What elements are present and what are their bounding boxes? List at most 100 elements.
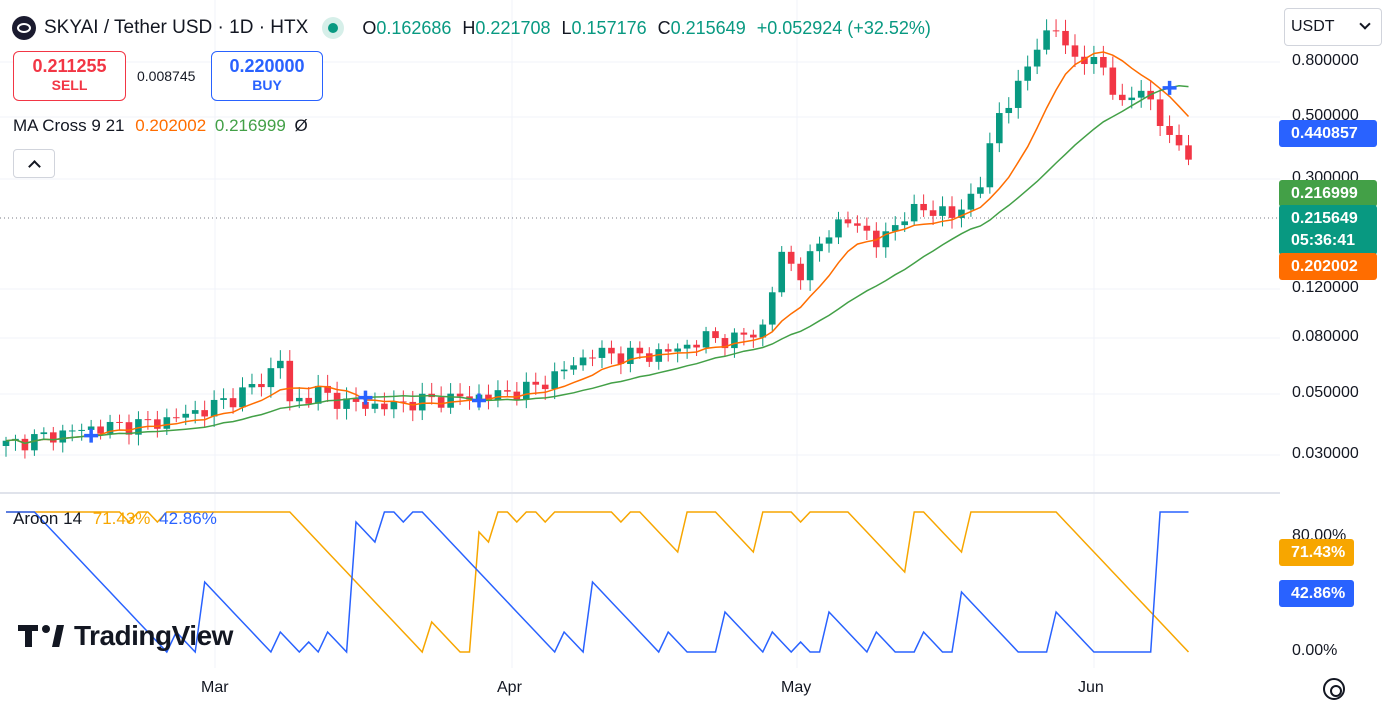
open-value: 0.162686	[376, 17, 452, 38]
settings-gear-icon[interactable]	[1323, 678, 1345, 700]
time-label-mar: Mar	[201, 679, 229, 696]
candle-body	[683, 344, 691, 349]
candle-body	[541, 384, 549, 390]
ma-cross-name: MA Cross	[13, 116, 87, 135]
candle-body	[986, 143, 994, 188]
candle-body	[958, 209, 965, 218]
time-label-jun: Jun	[1078, 679, 1104, 696]
candle-body	[2, 440, 10, 446]
sell-price: 0.211255	[32, 56, 107, 76]
candle-body	[920, 203, 927, 211]
candle-body	[1062, 30, 1069, 46]
candle-body	[239, 387, 246, 408]
currency-value: USDT	[1291, 18, 1335, 35]
ma-cross-marker-icon	[84, 428, 99, 443]
skyai-logo-icon	[12, 16, 36, 40]
ma-cross-marker-icon	[358, 390, 373, 405]
candle-body	[163, 417, 171, 429]
candle-body	[371, 403, 379, 409]
candle-body	[144, 419, 152, 421]
candle-body	[229, 398, 237, 408]
grid	[0, 0, 1280, 668]
aroon-legend[interactable]: Aroon 14 71.43% 42.86%	[13, 509, 217, 529]
candle-body	[816, 243, 823, 252]
candle-body	[1081, 56, 1088, 65]
ma-cross-marker-icon	[1162, 80, 1177, 95]
candle-body	[447, 393, 454, 408]
cross-marker-price-tag: 0.440857	[1279, 120, 1377, 147]
chart-header: SKYAI / Tether USD · 1D · HTX O0.162686 …	[12, 14, 931, 42]
candle-body	[485, 394, 492, 400]
candle-body	[267, 368, 275, 388]
candle-body	[513, 391, 521, 400]
price-tick: 0.120000	[1292, 279, 1359, 296]
candle-body	[248, 384, 256, 388]
chevron-up-icon	[27, 159, 41, 173]
candle-body	[418, 393, 426, 411]
candle-body	[1156, 99, 1164, 126]
candle-body	[381, 403, 388, 410]
candle-body	[1185, 145, 1192, 160]
close-value: 0.215649	[670, 17, 746, 38]
candle-body	[258, 384, 265, 388]
ma-fast-value: 0.202002	[135, 116, 207, 135]
candle-body	[31, 434, 38, 451]
chevron-down-icon	[1359, 18, 1371, 30]
candle-body	[116, 421, 123, 423]
sell-button[interactable]: 0.211255 SELL	[13, 51, 126, 101]
candle-body	[731, 332, 738, 349]
candle-body	[844, 219, 852, 224]
candle-body	[664, 349, 672, 352]
aroon-param: 14	[63, 509, 83, 528]
candle-body	[825, 237, 833, 244]
candle-body	[1033, 49, 1041, 67]
candle-body	[759, 324, 767, 338]
ma-slow-value: 0.216999	[214, 116, 286, 135]
aroon-up-line	[6, 511, 1190, 654]
candle-body	[929, 210, 937, 216]
candle-body	[1100, 56, 1107, 68]
symbol-title[interactable]: SKYAI / Tether USD · 1D · HTX	[44, 17, 309, 38]
candle-body	[210, 399, 218, 417]
candle-body	[1128, 97, 1136, 101]
candles	[2, 19, 1192, 459]
candle-body	[873, 230, 880, 248]
last-price: 0.215649	[1291, 210, 1358, 227]
candle-body	[40, 432, 48, 435]
candle-body	[409, 401, 417, 411]
ma-fast-price-tag: 0.202002	[1279, 253, 1377, 280]
candle-body	[305, 397, 313, 404]
candle-body	[201, 410, 208, 417]
candle-body	[78, 429, 85, 431]
ma-cross-legend[interactable]: MA Cross 9 21 0.202002 0.216999 Ø	[13, 116, 308, 136]
candle-body	[1118, 94, 1126, 101]
candle-body	[1090, 56, 1098, 65]
candle-body	[787, 251, 795, 264]
ma-cross-params: 9 21	[91, 116, 125, 135]
ma-cross-marker-icon	[472, 393, 486, 408]
low-label: L	[561, 17, 572, 38]
candle-body	[220, 398, 227, 400]
candle-body	[627, 347, 634, 364]
candle-body	[939, 206, 946, 216]
candle-body	[191, 410, 199, 414]
candle-body	[1052, 30, 1060, 32]
candle-body	[1071, 45, 1079, 57]
candle-body	[645, 353, 653, 362]
candle-body	[87, 426, 95, 430]
buy-button[interactable]: 0.220000 BUY	[211, 51, 323, 101]
collapse-legend-button[interactable]	[13, 149, 55, 178]
currency-select[interactable]: USDT	[1284, 8, 1382, 46]
candle-body	[277, 360, 284, 369]
candle-body	[636, 347, 644, 354]
candle-body	[901, 221, 908, 226]
candle-body	[362, 401, 369, 409]
low-value: 0.157176	[571, 17, 647, 38]
change-value: +0.052924 (+32.52%)	[756, 17, 931, 38]
candle-body	[712, 331, 719, 339]
time-label-apr: Apr	[497, 679, 522, 696]
tradingview-logo[interactable]: TradingView	[18, 618, 233, 654]
aroon-tick: 0.00%	[1292, 642, 1338, 659]
candle-body	[1166, 125, 1173, 135]
